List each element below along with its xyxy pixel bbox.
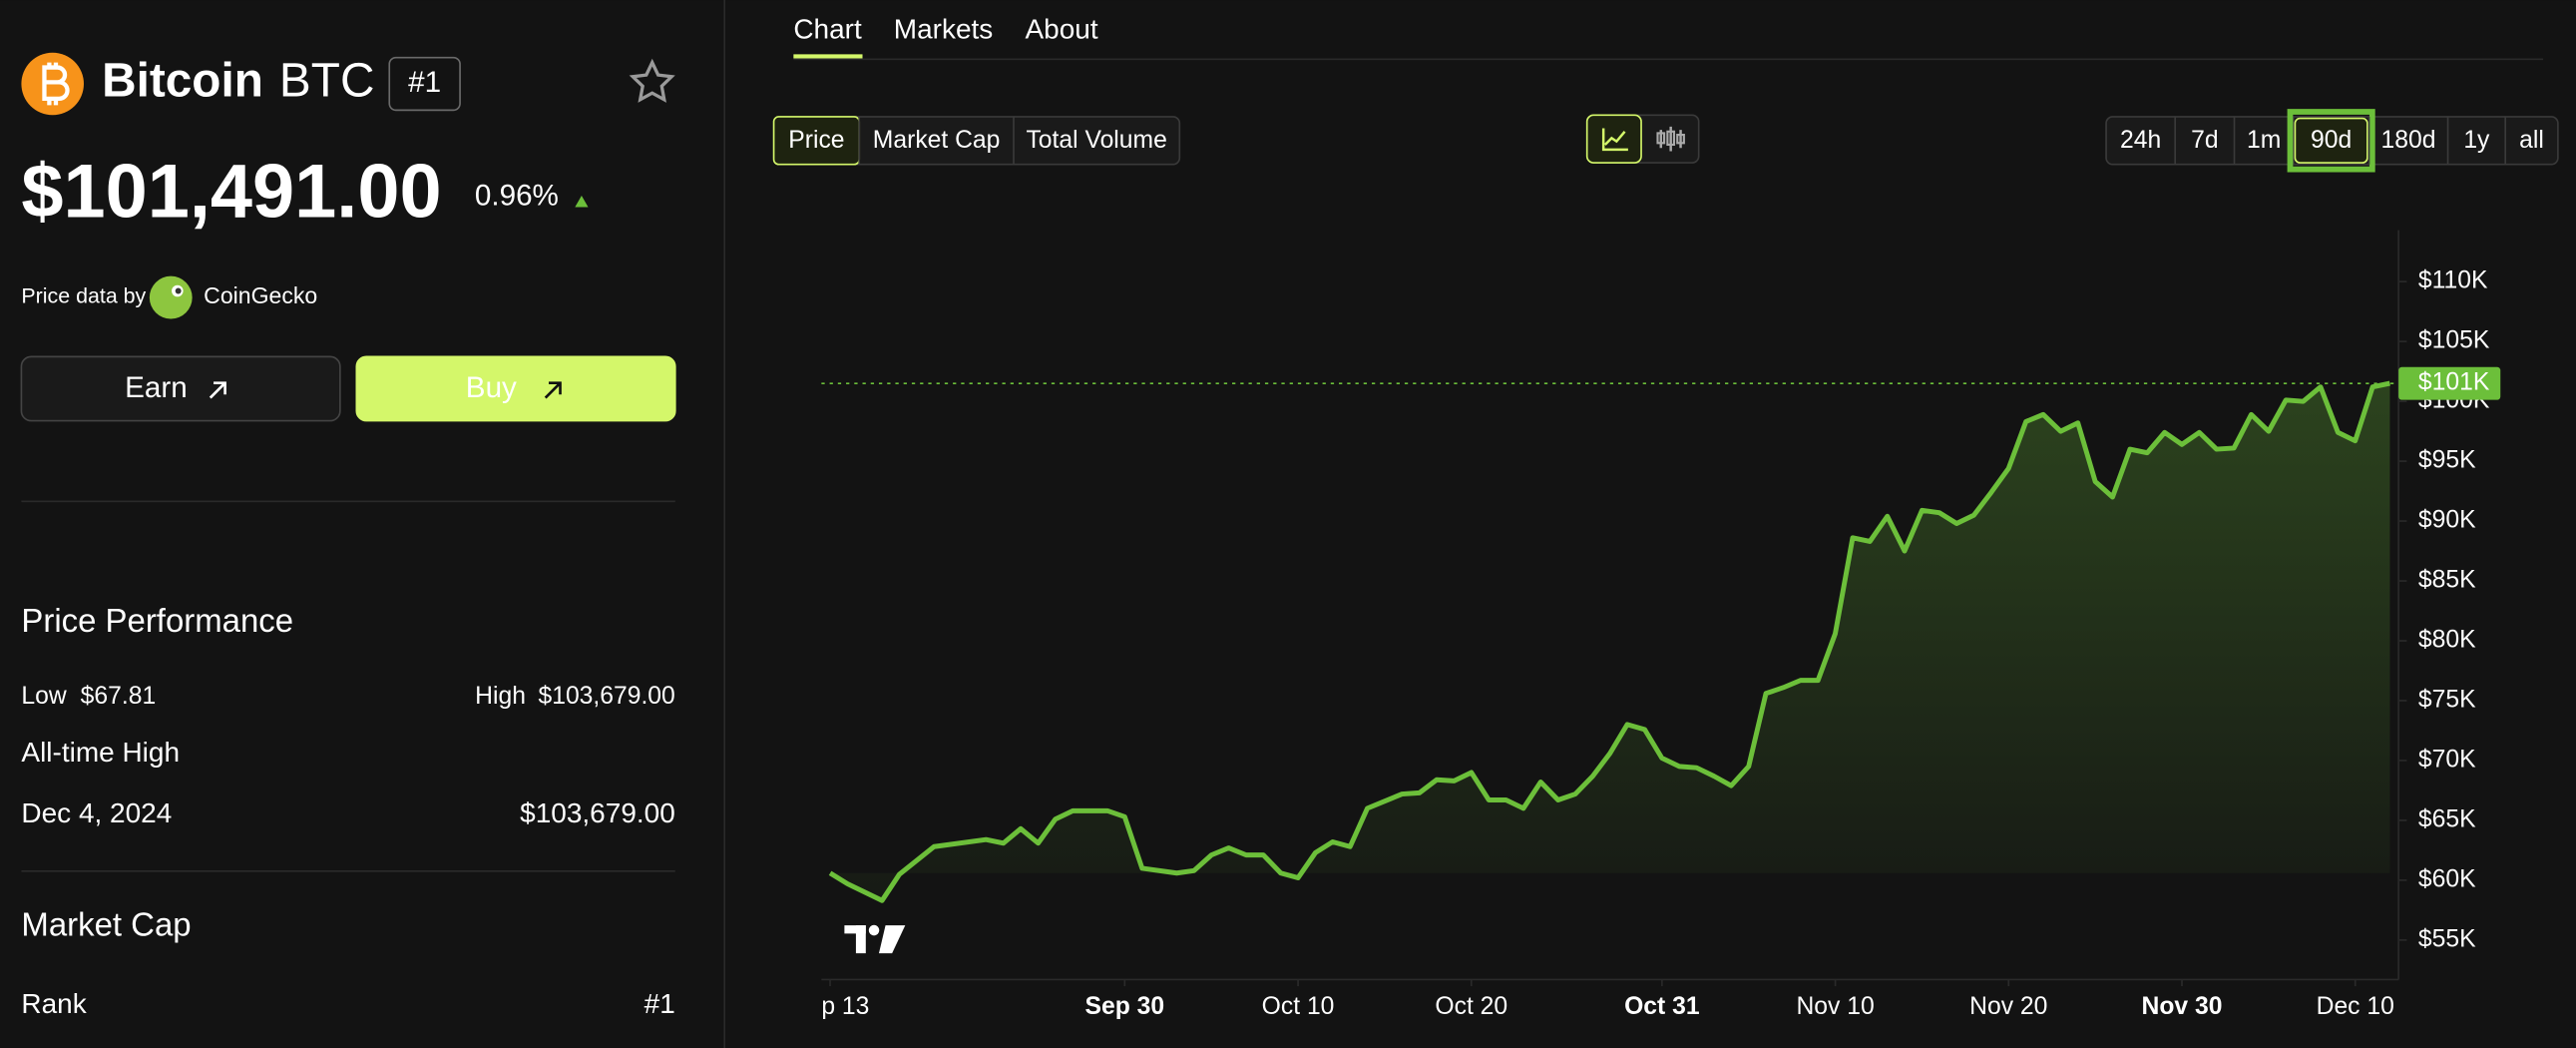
y-tick-label: $75K — [2418, 687, 2476, 714]
high-value: $103,679.00 — [538, 683, 674, 710]
arrow-icon — [209, 381, 226, 399]
metrics-button[interactable]: Market Cap — [873, 127, 1001, 154]
ath-label: All-time High — [21, 737, 180, 768]
ath-value: $103,679.00 — [520, 797, 675, 828]
low-value: $67.81 — [81, 683, 157, 710]
x-tick-label: Nov 20 — [1969, 993, 2047, 1020]
coingecko-logo — [149, 275, 193, 319]
favorite-star[interactable] — [629, 58, 675, 103]
x-tick-label: Oct 20 — [1435, 993, 1507, 1020]
price-change: 0.96% — [475, 179, 559, 212]
price-line — [828, 380, 2390, 903]
current-price-tag — [2398, 366, 2501, 400]
low-label: Low — [21, 683, 66, 710]
action-button-label: Buy — [466, 371, 517, 404]
y-tick-label: $90K — [2418, 507, 2476, 534]
section-title: Price Performance — [21, 602, 293, 639]
y-tick-label: $55K — [2418, 925, 2476, 952]
action-button[interactable] — [20, 355, 341, 422]
ranges-button[interactable]: 1y — [2463, 127, 2490, 154]
tab[interactable]: Chart — [793, 14, 862, 45]
up-arrow — [575, 195, 589, 208]
current-price-label: $101K — [2418, 369, 2490, 396]
rank-label: Rank — [21, 988, 87, 1019]
y-tick-label: $85K — [2418, 567, 2476, 594]
y-tick-label: $65K — [2418, 805, 2476, 832]
action-button[interactable] — [355, 355, 676, 422]
y-tick-label: $60K — [2418, 865, 2476, 892]
metrics-button[interactable]: Total Volume — [1026, 127, 1166, 154]
y-tick-label: $110K — [2418, 267, 2488, 294]
ranges-button[interactable]: 180d — [2381, 127, 2436, 154]
tab[interactable]: About — [1026, 14, 1098, 45]
y-tick-label: $80K — [2418, 627, 2476, 654]
y-tick-label: $95K — [2418, 447, 2476, 474]
ranges-button[interactable]: all — [2519, 127, 2544, 154]
ranges-button[interactable]: 1m — [2247, 127, 2281, 154]
action-button-label: Earn — [125, 371, 188, 404]
rank-badge — [388, 56, 461, 112]
focus-ring — [2287, 109, 2375, 173]
ranges-button[interactable]: 24h — [2120, 127, 2161, 154]
ranges-button[interactable]: 90d — [2311, 127, 2352, 154]
y-tick-label: $105K — [2418, 327, 2490, 354]
coin-name: Bitcoin — [102, 55, 263, 108]
section-title: Market Cap — [21, 905, 191, 942]
chart-type-toggle — [1585, 114, 1700, 164]
tab-underline — [793, 54, 863, 59]
x-tick-label: Dec 10 — [2317, 993, 2394, 1020]
high-label: High — [475, 683, 526, 710]
price: $101,491.00 — [21, 150, 441, 235]
ranges-button[interactable]: 7d — [2191, 127, 2218, 154]
x-tick-label: p 13 — [821, 993, 869, 1020]
tab[interactable]: Markets — [894, 14, 994, 45]
data-source: CoinGecko — [204, 282, 317, 308]
metrics-button[interactable]: Price — [788, 127, 844, 154]
x-tick-label: Nov 30 — [2142, 993, 2223, 1020]
x-tick-label: Oct 31 — [1624, 993, 1700, 1020]
area — [830, 383, 2390, 901]
price-data-by: Price data by — [21, 284, 146, 308]
rank-badge-text: #1 — [408, 66, 441, 99]
tradingview-logo — [844, 924, 906, 954]
active-cell — [2294, 117, 2368, 164]
coin-symbol: BTC — [279, 55, 375, 108]
ath-date: Dec 4, 2024 — [21, 797, 172, 828]
rank-value: #1 — [644, 988, 675, 1019]
x-tick-label: Sep 30 — [1085, 993, 1165, 1020]
x-tick-label: Oct 10 — [1262, 993, 1335, 1020]
y-tick-label: $70K — [2418, 746, 2476, 773]
arrow-icon — [544, 381, 562, 399]
coin-logo — [21, 52, 84, 116]
x-tick-label: Nov 10 — [1796, 993, 1874, 1020]
